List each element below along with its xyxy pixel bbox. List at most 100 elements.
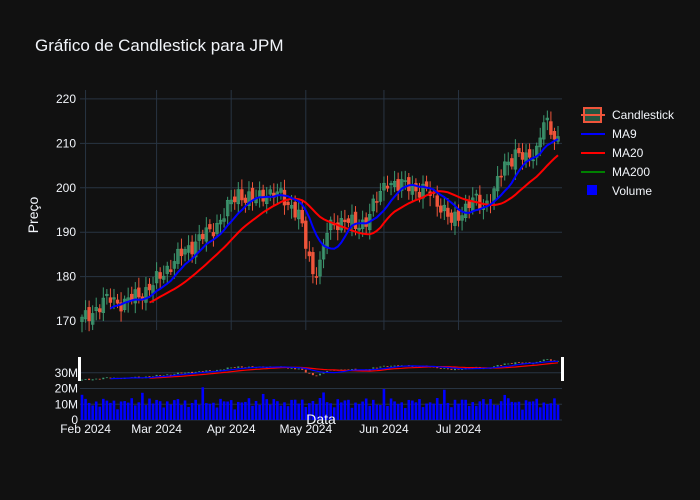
volume-bar bbox=[439, 404, 443, 420]
candle bbox=[414, 178, 418, 201]
candle bbox=[98, 304, 102, 320]
rangeslider-candle bbox=[233, 367, 236, 368]
candle-body bbox=[549, 121, 553, 135]
volume-bar bbox=[446, 402, 450, 420]
volume-bar bbox=[290, 399, 293, 420]
candle-body bbox=[353, 211, 358, 229]
volume-bar bbox=[432, 403, 435, 420]
candle bbox=[307, 241, 312, 262]
candle-body bbox=[520, 152, 525, 160]
volume-bar bbox=[102, 398, 105, 420]
candle-body bbox=[463, 203, 468, 218]
legend-volume-label[interactable]: Volume bbox=[612, 184, 652, 198]
volume-bar bbox=[556, 404, 560, 420]
candle-body bbox=[261, 189, 265, 202]
candle bbox=[510, 154, 514, 170]
volume-bar bbox=[361, 401, 364, 420]
volume-bar bbox=[503, 394, 507, 420]
candle bbox=[144, 276, 148, 311]
volume-bar bbox=[549, 403, 553, 420]
candle bbox=[389, 180, 393, 196]
volume-bar bbox=[389, 398, 393, 420]
volume-bar bbox=[546, 403, 549, 420]
volume-bar bbox=[251, 405, 254, 420]
rangeslider-right-handle[interactable] bbox=[561, 357, 564, 381]
rangeslider-candle bbox=[382, 365, 385, 367]
volume-bar bbox=[460, 399, 464, 420]
candle bbox=[410, 175, 415, 202]
candle-body bbox=[137, 287, 141, 298]
candle-body bbox=[176, 248, 180, 264]
volume-bar bbox=[276, 401, 279, 420]
candle-body bbox=[360, 219, 365, 229]
candle-body bbox=[495, 176, 500, 192]
candle bbox=[80, 314, 84, 333]
candle-body bbox=[552, 131, 557, 140]
volume-bar bbox=[535, 398, 538, 420]
legend-ma20-label[interactable]: MA20 bbox=[612, 146, 644, 160]
volume-bar bbox=[116, 409, 119, 420]
candle-body bbox=[371, 198, 375, 212]
candle bbox=[396, 172, 400, 201]
rangeslider-candle bbox=[109, 377, 112, 379]
legend-ma200-label[interactable]: MA200 bbox=[612, 165, 650, 179]
volume-bar bbox=[300, 399, 304, 420]
rangeslider-candle bbox=[311, 372, 314, 376]
candle bbox=[172, 253, 177, 279]
candle bbox=[328, 216, 333, 240]
volume-bar bbox=[347, 399, 350, 420]
volume-bar bbox=[137, 402, 141, 420]
candle bbox=[179, 238, 184, 266]
rangeslider-candle bbox=[166, 374, 169, 376]
candle bbox=[186, 235, 191, 261]
volume-bar bbox=[229, 400, 233, 420]
volume-bar bbox=[169, 404, 173, 420]
volume-bar bbox=[450, 407, 453, 420]
rangeslider-candle bbox=[322, 372, 325, 374]
candle-body bbox=[233, 196, 237, 203]
rangeslider-candle bbox=[205, 370, 208, 372]
candle-body bbox=[392, 181, 397, 187]
volume-bar bbox=[386, 405, 389, 420]
volume-bar bbox=[524, 400, 528, 420]
rangeslider-candle bbox=[219, 369, 222, 371]
volume-bar bbox=[343, 400, 347, 420]
rangeslider-candle bbox=[230, 367, 233, 369]
candle-body bbox=[456, 210, 461, 221]
rangeslider-left-handle[interactable] bbox=[78, 357, 81, 381]
rangeslider-candle bbox=[159, 375, 162, 376]
rangeslider-candle bbox=[208, 370, 211, 371]
candle-body bbox=[407, 177, 411, 192]
legend-ma9-label[interactable]: MA9 bbox=[612, 127, 637, 141]
candle-body bbox=[162, 275, 166, 280]
candle bbox=[282, 179, 287, 215]
volume-bar bbox=[350, 407, 354, 420]
candle-body bbox=[154, 271, 159, 284]
candle bbox=[495, 166, 500, 199]
candle-body bbox=[513, 149, 518, 170]
rangeslider-candle bbox=[176, 372, 179, 375]
volume-bar bbox=[357, 404, 361, 420]
volume-bar bbox=[414, 402, 418, 420]
candle-body bbox=[471, 197, 475, 212]
legend-volume-swatch[interactable] bbox=[587, 185, 597, 195]
candle bbox=[162, 265, 166, 284]
candle bbox=[527, 143, 532, 167]
volume-bar bbox=[226, 401, 229, 420]
candle-body bbox=[225, 200, 230, 217]
legend-candlestick-label[interactable]: Candlestick bbox=[612, 108, 675, 122]
volume-bar bbox=[261, 393, 265, 420]
volume-bar bbox=[286, 406, 290, 420]
candle-body bbox=[165, 265, 169, 274]
candle-body bbox=[222, 218, 226, 222]
candle-body bbox=[542, 122, 546, 140]
volume-bar bbox=[162, 407, 166, 420]
candle-body bbox=[265, 197, 269, 205]
candle bbox=[339, 210, 344, 233]
candle-body bbox=[208, 224, 212, 230]
candle bbox=[286, 199, 290, 211]
rangeslider-candle bbox=[436, 367, 439, 369]
candle bbox=[247, 181, 251, 211]
rangeslider-candle bbox=[95, 378, 98, 380]
